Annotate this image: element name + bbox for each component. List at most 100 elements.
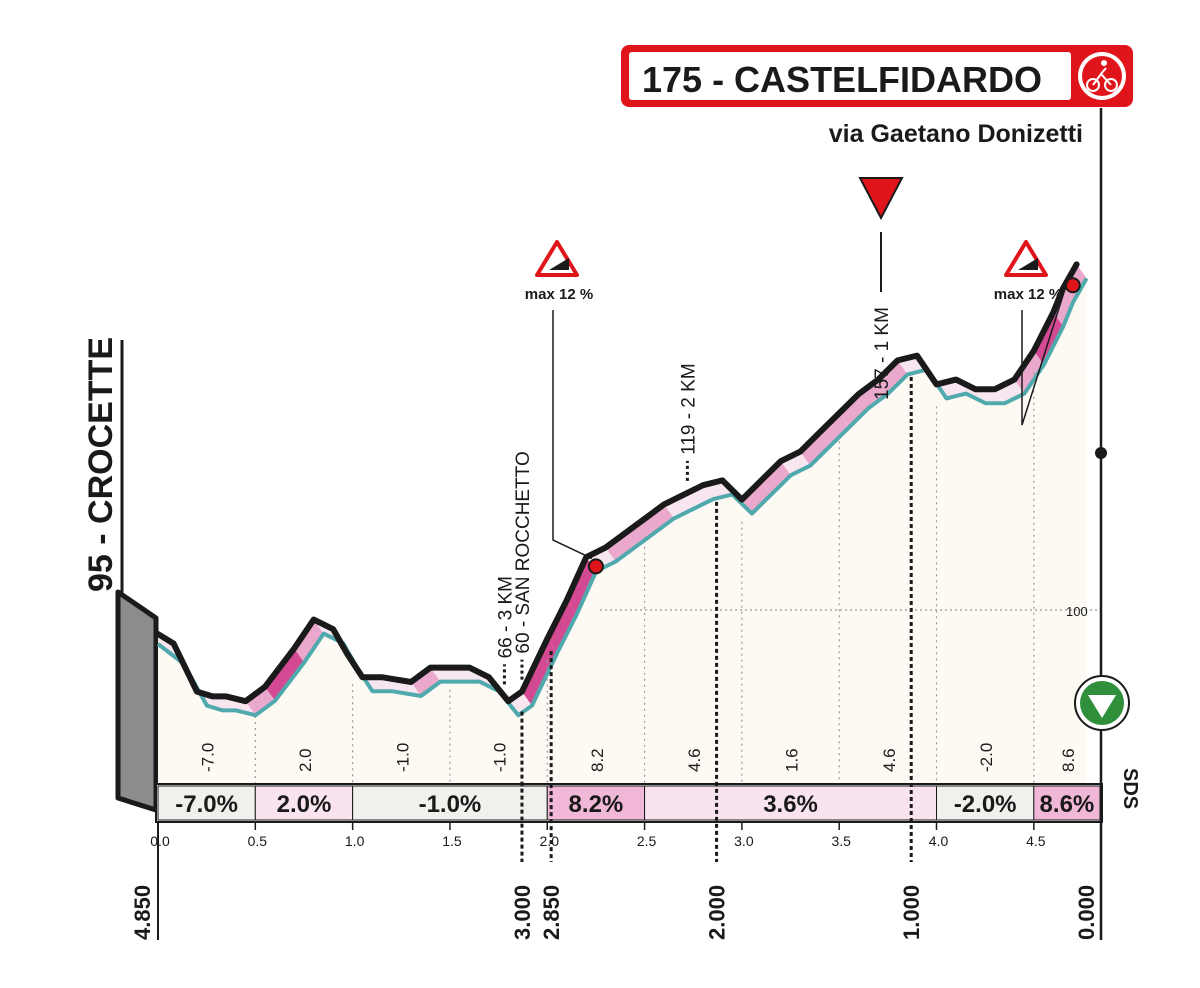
sub-gradient-label: 2.0 <box>296 748 315 772</box>
sub-gradient-label: 4.6 <box>880 748 899 772</box>
x-tick-label: 2.5 <box>637 833 657 849</box>
sub-gradient-label: -1.0 <box>393 743 412 772</box>
profile-area <box>158 278 1087 784</box>
x-tick-label: 1.0 <box>345 833 365 849</box>
gradient-segment-label: -2.0% <box>954 791 1017 818</box>
gradient-band-piece <box>664 494 694 519</box>
gradient-segment <box>936 785 1035 821</box>
x-tick-label: 4.5 <box>1026 833 1046 849</box>
gradient-band-piece <box>1053 288 1074 327</box>
bike-icon <box>1078 52 1126 100</box>
gradient-segment-label: -7.0% <box>175 791 238 818</box>
flamme-rouge-icon <box>858 177 904 221</box>
gradient-band-piece <box>741 480 772 514</box>
x-tick-label: 3.0 <box>734 833 754 849</box>
sub-gradient-label: -7.0 <box>199 743 218 772</box>
gradient-band-piece <box>839 394 869 428</box>
gradient-band-piece <box>625 518 655 548</box>
gradient-band-piece <box>566 557 597 615</box>
climb-leader-line <box>1021 277 1070 426</box>
gradient-segment-label: 8.2% <box>569 791 624 818</box>
climb-warning-icon <box>535 240 579 277</box>
waypoint-label: 66 - 3 KM <box>495 576 516 658</box>
sds-arrow-icon <box>1088 695 1116 718</box>
gradient-band-piece <box>245 686 276 716</box>
x-tick-label: 0.5 <box>248 833 268 849</box>
reference-100-label: 100 <box>1066 604 1088 619</box>
x-tick-label: 0.0 <box>150 833 170 849</box>
sub-gradient-label: 4.6 <box>685 748 704 772</box>
finish-street: via Gaetano Donizetti <box>829 120 1083 148</box>
sub-gradient-label: 1.6 <box>783 748 802 772</box>
gradient-band-piece <box>381 677 422 696</box>
remaining-distances: 4.850 3.000 2.850 2.000 1.000 0.000 <box>130 377 1099 940</box>
climb-label: max 12 % <box>525 286 593 303</box>
gradient-segment <box>644 785 938 821</box>
gradient-band-piece <box>994 379 1025 404</box>
gradient-band-piece <box>819 413 850 447</box>
x-tick-label: 4.0 <box>929 833 949 849</box>
gradient-segment <box>352 785 548 821</box>
gradient-segment-label: 8.6% <box>1040 791 1095 818</box>
flamme-rouge-label: 157 - 1 KM <box>872 307 893 400</box>
start-block <box>115 589 159 813</box>
gradient-band-piece <box>975 389 1005 404</box>
waypoint-label: 119 - 2 KM <box>678 363 699 455</box>
gradient-band-piece <box>449 667 480 682</box>
gradient-segment <box>254 785 354 821</box>
finish-box-inner <box>629 52 1071 100</box>
x-axis-ticks: 0.0 0.5 1.0 1.5 2.0 2.5 3.0 3.5 4.0 4.5 <box>150 822 1046 849</box>
gradient-band-piece <box>858 379 889 408</box>
x-tick-label: 1.5 <box>442 833 462 849</box>
gradient-segments: -7.0% 2.0% -1.0% 8.2% 3.6% -2.0% 8.6% <box>157 785 1101 821</box>
gradient-band-piece <box>265 648 305 701</box>
gradient-band-piece <box>362 677 392 692</box>
gradient-segment-label: 3.6% <box>763 791 818 818</box>
waypoint-label: 60 - SAN ROCCHETTO <box>513 451 534 653</box>
gradient-segment-label: -1.0% <box>419 791 482 818</box>
gradient-band-piece <box>212 696 237 711</box>
sub-gradient-label: -2.0 <box>977 743 996 772</box>
remaining-distance-label: 1.000 <box>899 885 924 940</box>
sub-gradient-label: 8.6 <box>1059 748 1078 772</box>
climb-summit-dot <box>587 558 604 575</box>
gradient-segment <box>1033 785 1101 821</box>
gradient-band-piece <box>411 667 441 696</box>
x-tick-label: 3.5 <box>831 833 851 849</box>
x-tick-label: 2.0 <box>540 833 560 849</box>
climb-label: max 12 % <box>994 286 1062 303</box>
sds-label: SDS <box>1119 768 1141 809</box>
gradient-band-piece <box>547 600 577 653</box>
profile-shadow-line <box>156 277 1089 718</box>
gradient-band-piece <box>878 360 908 394</box>
gradient-band-piece <box>800 432 830 466</box>
gradient-band <box>158 264 1087 716</box>
climb-warning-icon <box>1004 240 1048 277</box>
climb-markers: max 12 % max 12 % <box>525 240 1081 575</box>
gradient-band-piece <box>683 485 713 509</box>
sub-gradient-label: -1.0 <box>491 743 510 772</box>
remaining-distance-label: 2.850 <box>539 885 564 940</box>
km-grid <box>254 372 1035 784</box>
gradient-band-piece <box>294 619 324 663</box>
gradient-band-piece <box>605 533 636 562</box>
gradient-band-piece <box>430 667 460 682</box>
finish-label: 175 - CASTELFIDARDO <box>642 59 1042 100</box>
climb-leader-line <box>552 310 593 560</box>
gradient-band-piece <box>521 638 558 706</box>
finish-dot <box>1095 447 1107 459</box>
gradient-band-piece <box>761 461 791 495</box>
gradient-segment-label: 2.0% <box>277 791 332 818</box>
start-label: 95 - CROCETTE <box>82 337 120 592</box>
remaining-distance-label: 3.000 <box>510 885 535 940</box>
sub-gradient-label: 8.2 <box>588 748 607 772</box>
gradient-segment <box>546 785 646 821</box>
climb-slope-icon <box>549 258 569 270</box>
sub-gradients: -7.0 2.0 -1.0 -1.0 8.2 4.6 1.6 4.6 -2.0 8.6 <box>199 743 1078 772</box>
climb-slope-icon <box>1018 258 1038 270</box>
remaining-distance-label: 2.000 <box>705 885 730 940</box>
gradient-band-piece <box>780 451 811 476</box>
profile-line <box>155 261 1080 705</box>
